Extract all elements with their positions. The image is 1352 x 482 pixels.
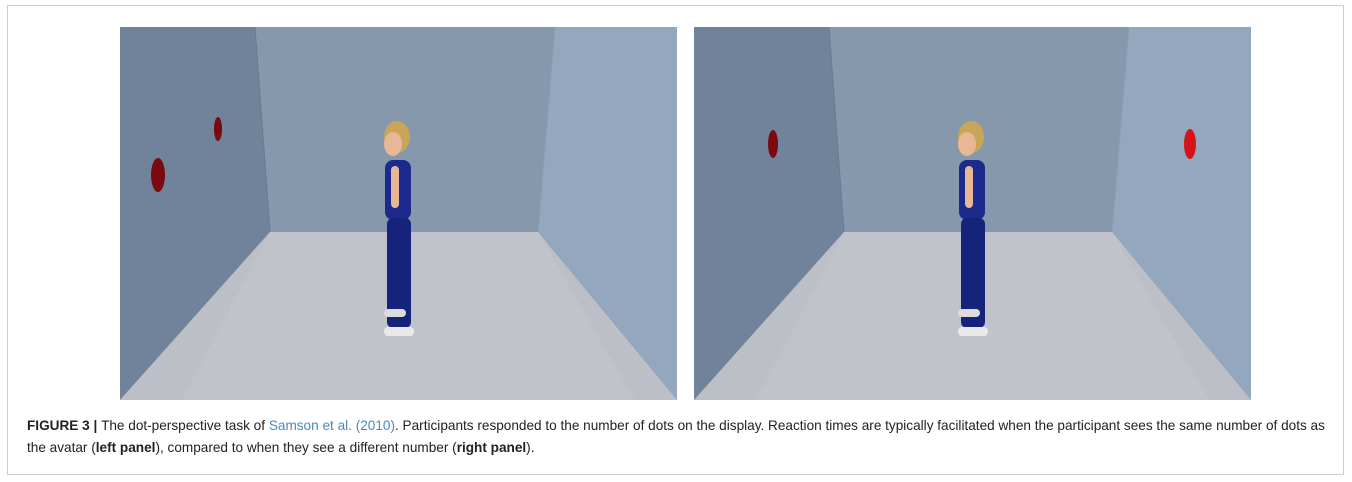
avatar	[958, 121, 988, 336]
right-wall	[538, 27, 677, 400]
figure-frame: FIGURE 3 | The dot-perspective task of S…	[7, 5, 1344, 475]
caption-text: . Participants responded to the number o…	[27, 418, 1325, 455]
caption-bold-left-panel: left panel	[95, 440, 156, 455]
left-wall	[120, 27, 270, 400]
red-dot	[1184, 129, 1196, 159]
caption-text: The dot-perspective task of	[101, 418, 269, 433]
citation-link[interactable]: Samson et al. (2010)	[268, 418, 395, 433]
right-wall	[1112, 27, 1251, 400]
red-dot	[768, 130, 778, 158]
left-wall	[694, 27, 844, 400]
caption-separator: |	[89, 418, 102, 433]
red-dot	[151, 158, 165, 192]
figure-caption: FIGURE 3 | The dot-perspective task of S…	[27, 415, 1337, 459]
caption-text: ), compared to when they see a different…	[155, 440, 457, 455]
caption-text: ).	[526, 440, 535, 455]
left-panel-image	[120, 27, 677, 400]
figure-label: FIGURE 3	[27, 418, 90, 433]
right-panel-image	[694, 27, 1251, 400]
avatar	[384, 121, 414, 336]
red-dot	[214, 117, 222, 141]
caption-bold-right-panel: right panel	[456, 440, 527, 455]
